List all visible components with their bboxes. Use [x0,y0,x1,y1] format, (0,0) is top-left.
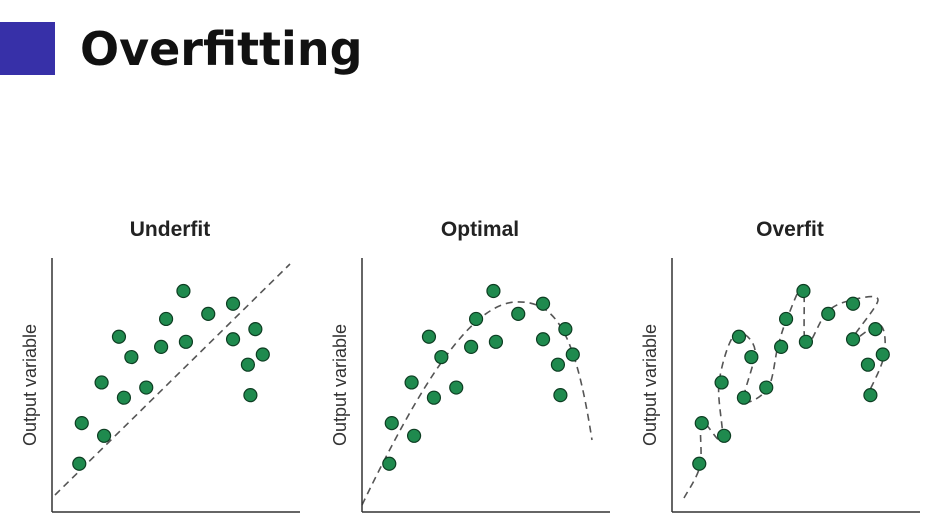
data-point [565,347,580,362]
data-point [511,306,526,321]
data-point [845,332,861,347]
y-axis-label: Output variable [20,324,40,446]
data-point [248,322,263,337]
data-point [96,428,112,443]
data-point [243,388,258,403]
data-point [421,329,437,344]
underfit-curve [54,263,291,496]
data-point [716,428,732,443]
data-point [154,339,169,354]
data-point [558,322,573,337]
data-point [74,416,89,431]
data-point [486,283,501,299]
data-point [178,334,194,349]
data-point [201,306,216,321]
optimal-curve [361,301,593,506]
panel-title: Underfit [130,218,211,241]
data-point [731,329,747,344]
data-point [255,347,270,362]
data-point [158,311,174,327]
data-point [225,332,241,347]
data-point [821,306,836,321]
data-point [535,296,551,311]
data-point [535,332,551,347]
data-point [860,357,876,372]
data-point [774,339,789,354]
title-marker [0,22,55,75]
data-point [111,329,127,344]
data-point [863,388,878,403]
data-point [692,456,707,471]
data-point [778,311,794,327]
y-axis-label: Output variable [330,324,350,446]
y-axis-label: Output variable [640,324,660,446]
data-point [796,283,811,299]
data-point [406,428,422,443]
data-point [116,390,132,405]
data-point [225,296,241,311]
panel-title: Overfit [756,218,824,241]
data-point [240,357,256,372]
data-point [72,456,87,471]
data-point [488,334,504,349]
data-point [845,296,861,311]
data-point [798,334,814,349]
data-point [434,349,449,365]
data-point [714,375,729,390]
data-point [550,357,566,372]
data-point [868,322,883,337]
data-point [464,339,479,354]
data-point [384,416,399,431]
data-point [449,380,464,395]
data-point [744,349,759,365]
data-point [382,456,397,471]
data-point [139,380,154,395]
data-point [694,416,709,431]
slide-title: Overfitting [80,22,363,76]
data-point [736,390,752,405]
data-point [759,380,774,395]
data-point [426,390,442,405]
data-point [124,349,139,365]
data-point [404,375,419,390]
panel-title: Optimal [441,218,519,241]
data-point [553,388,568,403]
data-point [94,375,109,390]
data-point [468,311,484,327]
data-point [176,283,191,299]
data-point [875,347,890,362]
